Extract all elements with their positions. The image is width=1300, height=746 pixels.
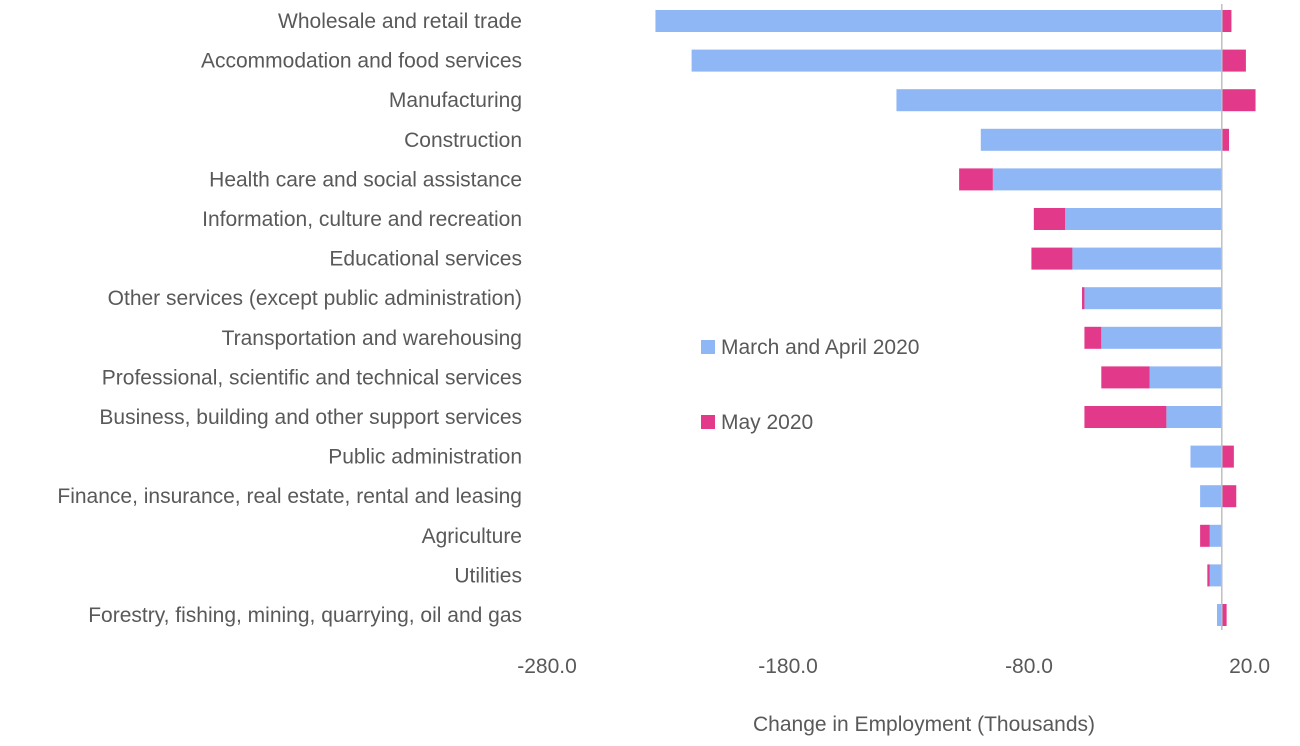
bar-march-april-0 xyxy=(655,10,1222,32)
bar-may-11 xyxy=(1221,445,1234,468)
legend-label-may: May 2020 xyxy=(721,411,813,434)
bar-march-april-6 xyxy=(1072,247,1222,270)
bar-march-april-9 xyxy=(1149,366,1222,389)
bar-march-april-5 xyxy=(1065,208,1222,230)
category-label: Business, building and other support ser… xyxy=(99,406,522,429)
bar-march-april-14 xyxy=(1209,564,1222,587)
category-label: Wholesale and retail trade xyxy=(278,10,522,33)
bar-march-april-15 xyxy=(1216,604,1222,626)
category-label: Other services (except public administra… xyxy=(108,287,522,310)
category-label: Agriculture xyxy=(422,525,522,548)
bar-may-8 xyxy=(1084,326,1102,349)
bar-may-5 xyxy=(1033,208,1066,230)
x-axis-title: Change in Employment (Thousands) xyxy=(753,713,1095,736)
bar-may-14 xyxy=(1207,564,1210,587)
bar-may-13 xyxy=(1200,524,1210,547)
legend-swatch-march-april xyxy=(701,340,715,354)
bar-may-3 xyxy=(1221,128,1230,151)
category-label: Construction xyxy=(404,129,522,152)
bar-march-april-2 xyxy=(896,89,1222,112)
legend-swatch-may xyxy=(701,415,715,429)
category-label: Professional, scientific and technical s… xyxy=(102,366,522,389)
category-label: Accommodation and food services xyxy=(201,50,522,73)
category-label: Finance, insurance, real estate, rental … xyxy=(57,485,522,508)
bar-march-april-3 xyxy=(980,128,1222,151)
bar-march-april-4 xyxy=(992,168,1222,191)
bar-march-april-1 xyxy=(691,49,1222,72)
bar-march-april-11 xyxy=(1190,445,1222,468)
bars-group xyxy=(655,10,1256,626)
category-label: Manufacturing xyxy=(389,89,522,112)
x-tick-labels: -280.0 -180.0 -80.0 20.0 xyxy=(517,655,1270,678)
bar-march-april-12 xyxy=(1200,485,1222,508)
bar-may-7 xyxy=(1082,287,1085,310)
x-tick-label: -280.0 xyxy=(517,655,577,678)
category-label: Public administration xyxy=(328,446,522,469)
bar-may-15 xyxy=(1221,604,1227,626)
bar-may-4 xyxy=(959,168,993,191)
legend: March and April 2020 May 2020 xyxy=(701,336,919,434)
bar-may-2 xyxy=(1221,89,1256,112)
category-label: Transportation and warehousing xyxy=(222,327,522,350)
bar-march-april-7 xyxy=(1084,287,1222,310)
bar-march-april-8 xyxy=(1101,326,1222,349)
bar-may-1 xyxy=(1221,49,1246,72)
bar-may-10 xyxy=(1084,406,1167,428)
category-label: Utilities xyxy=(454,564,522,587)
legend-label-march-april: March and April 2020 xyxy=(721,336,919,359)
bar-may-6 xyxy=(1031,247,1073,270)
bar-may-9 xyxy=(1101,366,1150,389)
x-tick-label: 20.0 xyxy=(1229,655,1270,678)
category-label: Educational services xyxy=(329,248,522,271)
category-label: Information, culture and recreation xyxy=(202,208,522,231)
bar-march-april-13 xyxy=(1209,524,1222,547)
bar-may-0 xyxy=(1221,10,1232,32)
x-tick-label: -80.0 xyxy=(1005,655,1053,678)
category-label: Forestry, fishing, mining, quarrying, oi… xyxy=(88,604,522,627)
bar-march-april-10 xyxy=(1166,406,1222,428)
category-label: Health care and social assistance xyxy=(209,168,522,191)
x-tick-label: -180.0 xyxy=(758,655,818,678)
category-labels: Wholesale and retail trade Accommodation … xyxy=(57,10,522,627)
bar-may-12 xyxy=(1221,485,1237,508)
